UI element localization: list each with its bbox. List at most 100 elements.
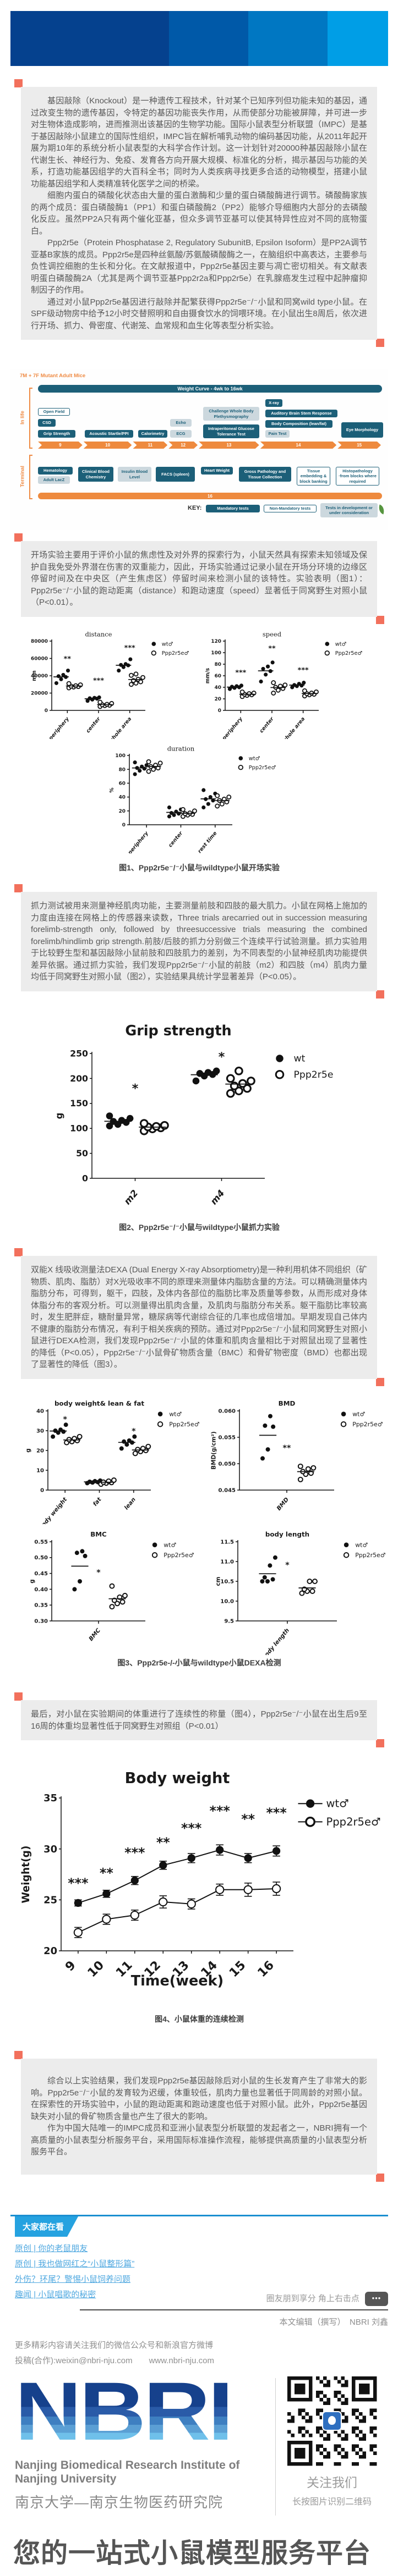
header-banner [10,11,388,66]
svg-text:0: 0 [45,708,48,714]
more-options-button[interactable]: ••• [365,2292,388,2306]
pipeline-subject-label: 7M + 7F Mutant Adult Mice [20,373,86,379]
svg-text:0.50: 0.50 [34,1555,48,1561]
leaf-icon [377,504,386,515]
svg-text:25: 25 [43,1894,57,1906]
test-abr: Auditory Brain Stem Response [265,410,337,417]
figure3-bodylength-chart: 9.5 10.0 10.5 11.0 11.5 body length cm body len… [208,1527,392,1655]
svg-text:40: 40 [119,795,126,801]
svg-text:BMD(g/cm²): BMD(g/cm²) [210,1431,217,1469]
svg-text:***: *** [68,1876,88,1891]
svg-text:0.050: 0.050 [218,1461,236,1467]
wechat-account-icon [322,2411,342,2431]
test-adult-lacz: Adult LacZ [38,476,70,484]
svg-text:Ppp2r5e♂: Ppp2r5e♂ [249,765,276,771]
share-row: 圈友朋到享分 角上右击点 ••• [10,2292,388,2306]
svg-text:body length: body length [265,1531,309,1538]
svg-text:80: 80 [119,767,126,773]
svg-text:wt♂: wt♂ [169,1410,182,1417]
svg-text:150: 150 [70,1098,88,1108]
svg-text:m4: m4 [209,1188,227,1206]
svg-text:9: 9 [62,1958,78,1974]
grip-text-box: 抓力测试被用来测量神经肌肉功能，主要测量前肢和四肢的最大肌力。小鼠在网格上施加的… [14,884,384,999]
svg-text:40000: 40000 [31,674,48,679]
svg-text:mm/s: mm/s [205,668,211,683]
svg-text:*: * [219,1050,225,1064]
svg-text:lean: lean [123,1496,137,1511]
paragraph: 抓力测试被用来测量神经肌肉功能，主要测量前肢和四肢的最大肌力。小鼠在网格上施加的… [31,901,367,981]
test-grip-strength: Grip Strength [38,430,75,438]
corner-marker-icon [376,1377,384,1386]
figure2-caption: 图2、Ppp2r5e⁻/⁻小鼠与wildtype小鼠抓力实验 [119,1223,280,1232]
follow-us-text: 关注我们 [307,2475,357,2490]
divider-line [80,2309,388,2310]
impc-pipeline-diagram: 7M + 7F Mutant Adult Mice Weight Curve -… [10,369,388,530]
svg-text:Time(week): Time(week) [131,1973,223,1989]
svg-text:g: g [54,1113,64,1119]
svg-text:30: 30 [36,1428,44,1434]
svg-text:11.5: 11.5 [220,1539,234,1545]
svg-text:Ppp2r5e♂: Ppp2r5e♂ [162,650,189,657]
week-13-arrow: 13 [199,442,259,449]
related-link[interactable]: 原创 | 你的老鼠朋友 [15,2244,88,2253]
related-link[interactable]: 趣闻 | 小鼠唱歌的秘密 [15,2290,96,2299]
related-link[interactable]: 外伤？环尾？警惕小鼠饲养问题 [15,2275,131,2284]
svg-text:20: 20 [119,809,126,814]
related-link[interactable]: 原创 | 我也做网红之“小鼠整形篇” [15,2259,135,2269]
svg-text:**: ** [100,1866,113,1881]
week-16-bar: 16 [38,493,382,499]
svg-text:0.060: 0.060 [218,1408,236,1414]
svg-text:body length: body length [261,1627,291,1655]
test-csd: CSD [38,419,56,427]
svg-text:10.0: 10.0 [220,1598,234,1604]
svg-text:*: * [132,1082,139,1096]
svg-text:40: 40 [36,1408,44,1414]
svg-text:***: *** [266,1805,286,1821]
paragraph: 通过对小鼠Ppp2r5e基因进行敲除并配繁获得Ppp2r5e⁻/⁻小鼠和同窝wi… [31,297,368,330]
test-xray: X-ray [265,399,282,407]
test-clinical-blood-chemistry: Clinical Blood Chemistry [78,467,113,482]
test-acoustic-startle: Acoustic Startle/PPI [85,430,133,438]
svg-text:*: * [96,1568,101,1577]
test-histopathology: Histopathology ·from blocks where requir… [336,467,379,486]
key-label: KEY: [188,505,202,511]
corner-marker-icon [376,615,384,624]
figure4: 20 25 30 35 Body weight Weight(g) 9 10 11 12 13 14 1… [10,1769,388,2025]
svg-text:**: ** [283,1444,291,1453]
scan-hint-text: 长按图片识别二维码 [292,2497,372,2507]
svg-text:10: 10 [36,1468,44,1474]
banner-segment-3 [248,11,328,66]
svg-text:g: g [25,1448,32,1452]
svg-text:wt♂: wt♂ [352,1410,365,1417]
test-insulin-blood-level: Insulin Blood Level [118,467,151,482]
svg-text:wt♂: wt♂ [326,1797,349,1810]
figure2: 0 50 100 150 200 250 Grip strength g m2 m4 * * wt Ppp… [10,1022,388,1239]
footer-divider [275,2378,276,2516]
corner-marker-icon [14,884,23,892]
test-tissue-embedding: Tissue embedding & block banking [297,467,330,486]
svg-text:30: 30 [43,1844,57,1855]
week-9-arrow: 9 [38,442,83,449]
paragraph: Ppp2r5e（Protein Phosphatase 2, Regulator… [31,238,367,295]
svg-text:wt♂: wt♂ [355,1541,368,1548]
in-life-label: In life [19,411,26,424]
svg-text:0: 0 [82,1173,88,1183]
test-heart-weight: Heart Weight [201,467,233,475]
test-echo: Echo [170,419,192,427]
svg-text:wt♂: wt♂ [163,1541,176,1548]
svg-text:whole area: whole area [108,716,133,739]
svg-text:100: 100 [115,753,126,759]
qr-code[interactable] [287,2376,377,2466]
svg-text:10.5: 10.5 [220,1579,234,1585]
share-hint-text: 圈友朋到享分 角上右击点 [266,2293,359,2303]
corner-marker-icon [376,339,384,347]
svg-text:15: 15 [226,1958,248,1980]
terminal-bracket [29,455,32,499]
svg-text:16: 16 [255,1958,277,1980]
bodyweight-text-box: 最后，对小鼠在实验期间的体重进行了连续性的称量（图4），Ppp2r5e⁻/⁻小鼠… [14,1692,384,1747]
open-field-text-box: 开场实验主要用于评价小鼠的焦虑性及对外界的探索行为，小鼠天然具有探索未知领域及保… [14,533,384,624]
corner-marker-icon [14,79,23,87]
svg-text:60: 60 [119,781,126,786]
banner-segment-1 [10,11,170,66]
svg-text:0.55: 0.55 [34,1539,48,1545]
